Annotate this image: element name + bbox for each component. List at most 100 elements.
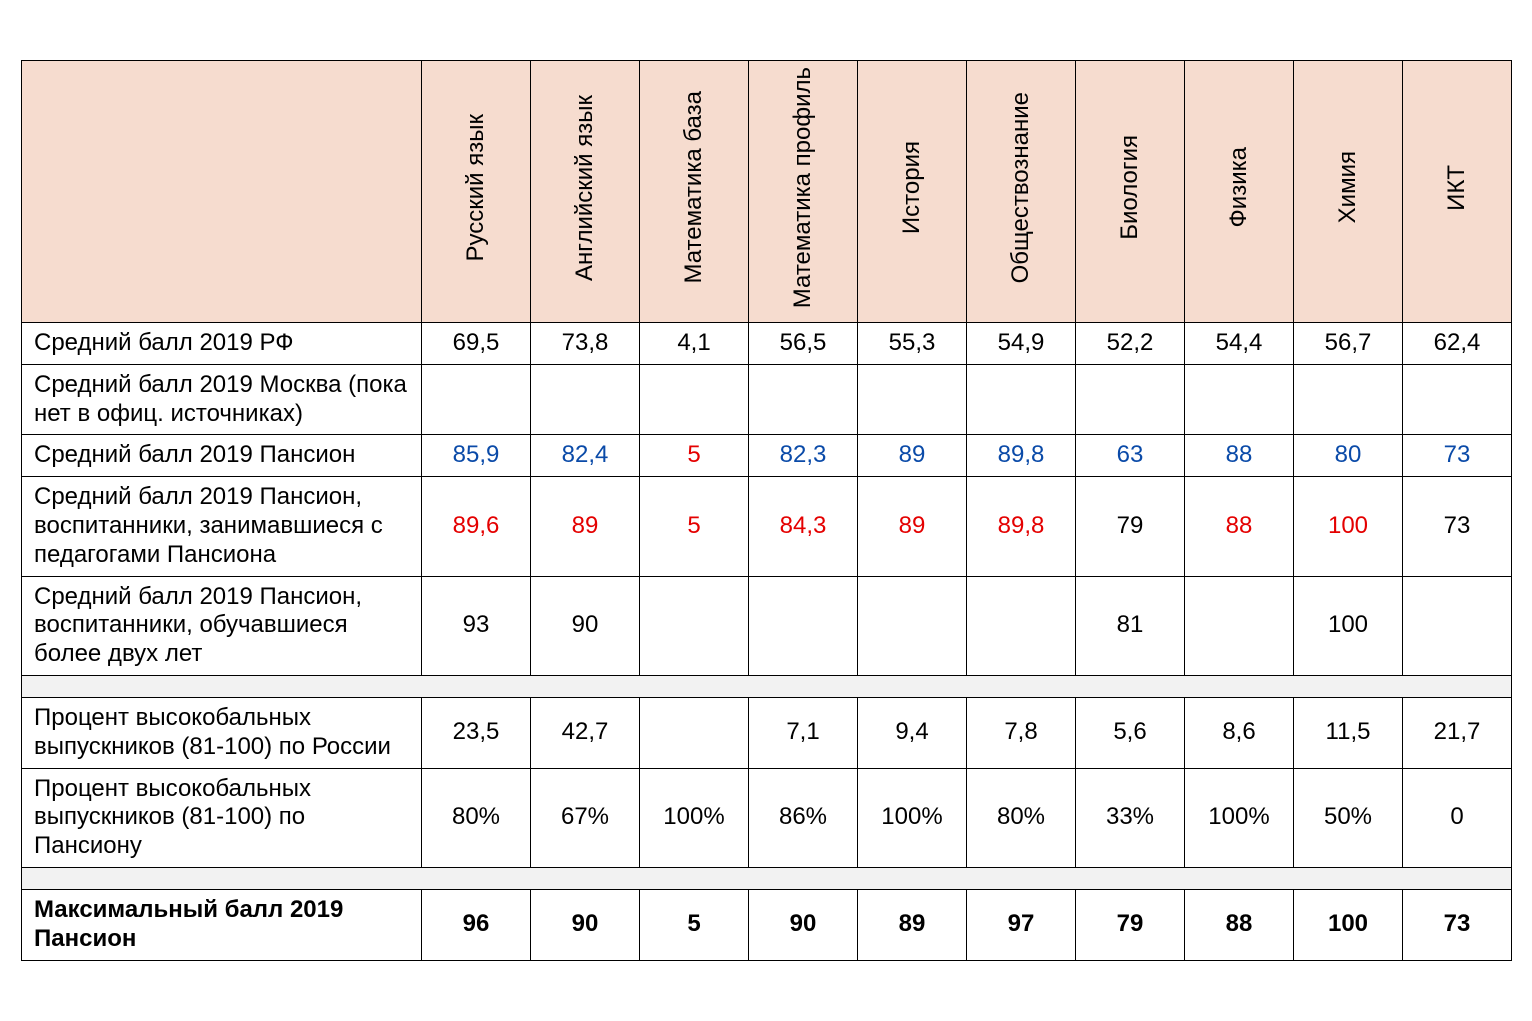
data-cell: 88 bbox=[1185, 477, 1294, 576]
data-cell: 79 bbox=[1076, 477, 1185, 576]
table-row: Средний балл 2019 Пансион, воспитанники,… bbox=[22, 477, 1512, 576]
table-row: Процент высокобальных выпускников (81-10… bbox=[22, 768, 1512, 867]
data-cell: 80 bbox=[1294, 435, 1403, 477]
table-row: Процент высокобальных выпускников (81-10… bbox=[22, 698, 1512, 769]
row-label: Процент высокобальных выпускников (81-10… bbox=[22, 768, 422, 867]
row-label: Средний балл 2019 Пансион bbox=[22, 435, 422, 477]
data-cell bbox=[1403, 364, 1512, 435]
subject-label: Химия bbox=[1334, 151, 1363, 223]
data-cell: 11,5 bbox=[1294, 698, 1403, 769]
data-cell bbox=[858, 364, 967, 435]
data-cell bbox=[640, 364, 749, 435]
subject-label: Физика bbox=[1225, 147, 1254, 227]
subject-header-9: ИКТ bbox=[1403, 61, 1512, 323]
data-cell: 5 bbox=[640, 890, 749, 961]
data-cell: 69,5 bbox=[422, 323, 531, 365]
data-cell: 100 bbox=[1294, 576, 1403, 675]
data-cell: 90 bbox=[531, 890, 640, 961]
table-body: Средний балл 2019 РФ69,573,84,156,555,35… bbox=[22, 323, 1512, 961]
subject-header-7: Физика bbox=[1185, 61, 1294, 323]
subject-label: Английский язык bbox=[571, 95, 600, 281]
subject-label: Математика база bbox=[680, 91, 709, 284]
data-cell: 5 bbox=[640, 477, 749, 576]
data-cell: 80% bbox=[967, 768, 1076, 867]
table-row: Средний балл 2019 Москва (пока нет в офи… bbox=[22, 364, 1512, 435]
data-cell bbox=[749, 364, 858, 435]
row-label: Средний балл 2019 РФ bbox=[22, 323, 422, 365]
data-cell: 100% bbox=[858, 768, 967, 867]
data-cell: 100 bbox=[1294, 477, 1403, 576]
data-cell: 96 bbox=[422, 890, 531, 961]
data-cell: 81 bbox=[1076, 576, 1185, 675]
data-cell bbox=[858, 576, 967, 675]
subject-header-5: Обществознание bbox=[967, 61, 1076, 323]
header-blank bbox=[22, 61, 422, 323]
row-label: Процент высокобальных выпускников (81-10… bbox=[22, 698, 422, 769]
data-cell bbox=[749, 576, 858, 675]
data-cell: 93 bbox=[422, 576, 531, 675]
subject-label: Русский язык bbox=[462, 114, 491, 261]
data-cell: 88 bbox=[1185, 435, 1294, 477]
subject-header-3: Математика профиль bbox=[749, 61, 858, 323]
data-cell: 4,1 bbox=[640, 323, 749, 365]
data-cell: 86% bbox=[749, 768, 858, 867]
data-cell: 73,8 bbox=[531, 323, 640, 365]
data-cell: 54,4 bbox=[1185, 323, 1294, 365]
data-cell: 89,6 bbox=[422, 477, 531, 576]
data-cell: 0 bbox=[1403, 768, 1512, 867]
row-label: Средний балл 2019 Пансион, воспитанники,… bbox=[22, 477, 422, 576]
data-cell: 79 bbox=[1076, 890, 1185, 961]
data-cell bbox=[1185, 364, 1294, 435]
spacer-cell bbox=[22, 676, 1512, 698]
data-cell: 63 bbox=[1076, 435, 1185, 477]
subject-label: Математика профиль bbox=[789, 67, 818, 308]
data-cell: 89 bbox=[858, 890, 967, 961]
data-cell: 89,8 bbox=[967, 435, 1076, 477]
row-label: Максимальный балл 2019 Пансион bbox=[22, 890, 422, 961]
data-cell: 62,4 bbox=[1403, 323, 1512, 365]
data-cell: 82,3 bbox=[749, 435, 858, 477]
subject-header-8: Химия bbox=[1294, 61, 1403, 323]
subject-header-2: Математика база bbox=[640, 61, 749, 323]
data-cell: 54,9 bbox=[967, 323, 1076, 365]
data-cell: 88 bbox=[1185, 890, 1294, 961]
data-cell: 21,7 bbox=[1403, 698, 1512, 769]
data-cell: 73 bbox=[1403, 435, 1512, 477]
data-cell: 73 bbox=[1403, 890, 1512, 961]
header-row: Русский язык Английский язык Математика ба… bbox=[22, 61, 1512, 323]
data-cell: 89 bbox=[858, 435, 967, 477]
data-cell bbox=[640, 576, 749, 675]
data-cell bbox=[1185, 576, 1294, 675]
table-row: Средний балл 2019 Пансион85,982,4582,389… bbox=[22, 435, 1512, 477]
data-cell: 90 bbox=[531, 576, 640, 675]
row-label: Средний балл 2019 Москва (пока нет в офи… bbox=[22, 364, 422, 435]
data-cell: 7,8 bbox=[967, 698, 1076, 769]
data-cell: 5,6 bbox=[1076, 698, 1185, 769]
spacer-row bbox=[22, 676, 1512, 698]
data-cell: 56,7 bbox=[1294, 323, 1403, 365]
data-cell: 5 bbox=[640, 435, 749, 477]
data-cell: 7,1 bbox=[749, 698, 858, 769]
data-cell bbox=[1403, 576, 1512, 675]
subject-label: История bbox=[898, 141, 927, 234]
data-cell bbox=[1294, 364, 1403, 435]
data-cell: 89,8 bbox=[967, 477, 1076, 576]
subject-header-6: Биология bbox=[1076, 61, 1185, 323]
data-cell: 55,3 bbox=[858, 323, 967, 365]
data-cell: 97 bbox=[967, 890, 1076, 961]
data-cell: 84,3 bbox=[749, 477, 858, 576]
data-cell: 56,5 bbox=[749, 323, 858, 365]
data-cell: 100% bbox=[1185, 768, 1294, 867]
data-cell: 33% bbox=[1076, 768, 1185, 867]
data-cell bbox=[1076, 364, 1185, 435]
table-row: Максимальный балл 2019 Пансион9690590899… bbox=[22, 890, 1512, 961]
table-row: Средний балл 2019 РФ69,573,84,156,555,35… bbox=[22, 323, 1512, 365]
data-cell: 85,9 bbox=[422, 435, 531, 477]
data-cell: 73 bbox=[1403, 477, 1512, 576]
data-cell bbox=[422, 364, 531, 435]
subject-header-1: Английский язык bbox=[531, 61, 640, 323]
subject-header-0: Русский язык bbox=[422, 61, 531, 323]
data-cell: 100 bbox=[1294, 890, 1403, 961]
table-row: Средний балл 2019 Пансион, воспитанники,… bbox=[22, 576, 1512, 675]
data-cell bbox=[967, 364, 1076, 435]
